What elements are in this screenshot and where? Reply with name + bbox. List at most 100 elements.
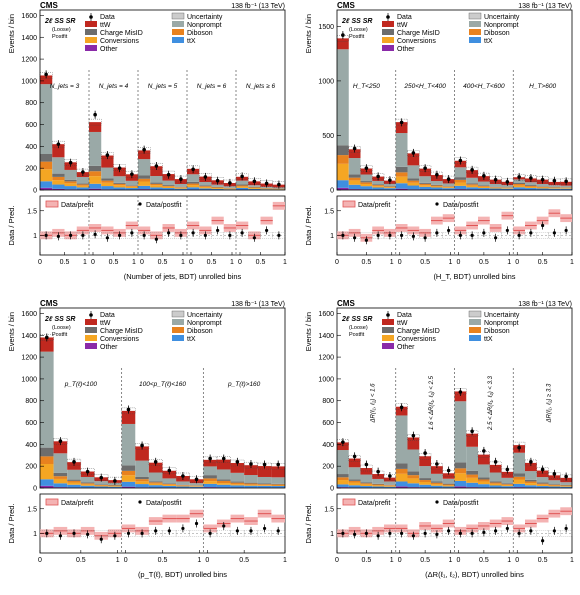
legend-marker-uncertainty [468,12,482,20]
postfit-point-14 [216,228,220,233]
bar-ttw-0 [40,75,53,85]
ratio-ytick-label-1: 1.5 [27,208,37,215]
ytick-label-1: 500 [322,133,334,140]
legend-marker-diboson [172,327,184,333]
bar-ttx-17 [248,188,261,190]
data-point-9 [446,468,451,473]
bar-ttx-4 [384,188,396,190]
bin-label-2: N_jets = 5 [148,83,178,90]
ratio-legend-postfit: Data/postfit [443,500,478,507]
data-point-3 [376,469,380,474]
legend-label-ttw: ttW [100,22,111,29]
postfit-point-10 [458,233,462,237]
data-point-11 [470,168,474,172]
bar-other-12 [203,487,217,488]
bar-ttx-3 [372,486,384,488]
legend-marker-ttw [382,319,394,325]
postfit-point-0 [341,233,345,237]
legend-marker-charge-misid [85,327,97,333]
uncertainty-band-11 [466,430,479,437]
legend-label-nonprompt: Nonprompt [484,320,519,327]
bar-conversions-7 [125,186,138,189]
uncertainty-band-8 [430,462,443,470]
bar-diboson-6 [407,475,420,479]
legend-label-ttw: ttW [100,320,111,327]
xtick-label-3: 0 [398,259,402,266]
x-axis-label: (p_T(ℓ), BDT) unrolled bins [138,570,227,579]
bar-ttw-14 [230,463,245,473]
bar-diboson-10 [162,185,175,187]
xtick-label-8: 1 [507,557,511,564]
postfit-point-10 [167,231,171,235]
bar-nonprompt-1 [52,157,65,174]
main-frame [336,9,573,191]
ytick-label-3: 1500 [318,24,334,31]
bin-label-4: N_jets ≥ 6 [246,83,276,90]
ytick-label-3: 600 [322,420,334,427]
legend-label-uncertainty: Uncertainty [187,14,223,21]
bar-conversions-1 [348,180,361,185]
bar-other-8 [138,189,151,190]
ratio-legend-prefit-marker [342,200,356,208]
xtick-label-9: 0 [515,557,519,564]
legend-label-other: Other [100,46,118,53]
y-axis-label: Events / bin [304,312,313,351]
bar-ttw-0 [40,337,54,352]
bar-conversions-6 [407,478,420,484]
bar-diboson-6 [113,183,126,186]
ratio-legend-postfit: Data/postfit [146,202,181,209]
postfit-point-13 [203,233,207,237]
ratio-ytick-label-0: 1 [330,531,334,538]
bar-ttx-3 [372,187,384,190]
bar-conversions-11 [189,486,204,487]
data-point-13 [203,175,208,179]
bar-diboson-3 [76,184,89,186]
bar-nonprompt-1 [348,158,361,175]
bar-nonprompt-5 [395,133,408,167]
bar-conversions-1 [348,482,361,486]
postfit-point-8 [435,532,439,536]
data-point-10 [181,474,185,478]
bar-diboson-1 [53,476,68,479]
bar-ttx-12 [478,188,490,190]
bar-ttw-0 [337,442,349,451]
bar-ttx-4 [94,486,109,488]
bar-diboson-16 [236,185,249,187]
bar-nonprompt-9 [150,176,163,183]
bar-nonprompt-7 [419,466,431,479]
bar-other-1 [52,188,65,190]
legend-label-other: Other [397,46,415,53]
bar-ttx-17 [271,486,285,488]
bar-diboson-8 [431,482,443,485]
bar-ttx-10 [162,188,175,190]
ratio-legend-postfit-marker [435,500,439,504]
data-point-2 [364,462,369,467]
legend-marker-ttx [469,37,481,43]
data-point-15 [517,445,521,450]
ratio-ytick-label-0: 1 [33,531,37,538]
bar-ttx-0 [337,484,349,488]
postfit-point-4 [99,537,103,541]
bar-conversions-10 [454,182,467,186]
data-point-17 [252,179,257,184]
bar-nonprompt-9 [442,183,455,187]
legend-label-charge-misid: Charge MisID [100,30,143,37]
bar-nonprompt-3 [80,476,95,483]
legend-label-conversions: Conversions [397,38,436,45]
bar-ttw-8 [431,466,443,474]
bar-ttx-5 [395,481,408,487]
bin-label-3: H_T>600 [529,83,556,90]
bar-charge-misid-6 [407,471,420,476]
data-point-2 [68,160,73,165]
bar-ttx-12 [187,187,200,190]
postfit-point-12 [191,231,195,235]
bar-conversions-4 [89,176,102,184]
bar-ttx-11 [466,482,478,488]
xtick-label-9: 0 [515,259,519,266]
bar-ttx-19 [560,188,572,190]
bar-ttx-16 [257,485,272,488]
bar-charge-misid-0 [337,145,349,156]
uncertainty-band-3 [372,173,385,180]
bar-nonprompt-14 [501,477,514,484]
postfit-point-19 [564,228,568,233]
